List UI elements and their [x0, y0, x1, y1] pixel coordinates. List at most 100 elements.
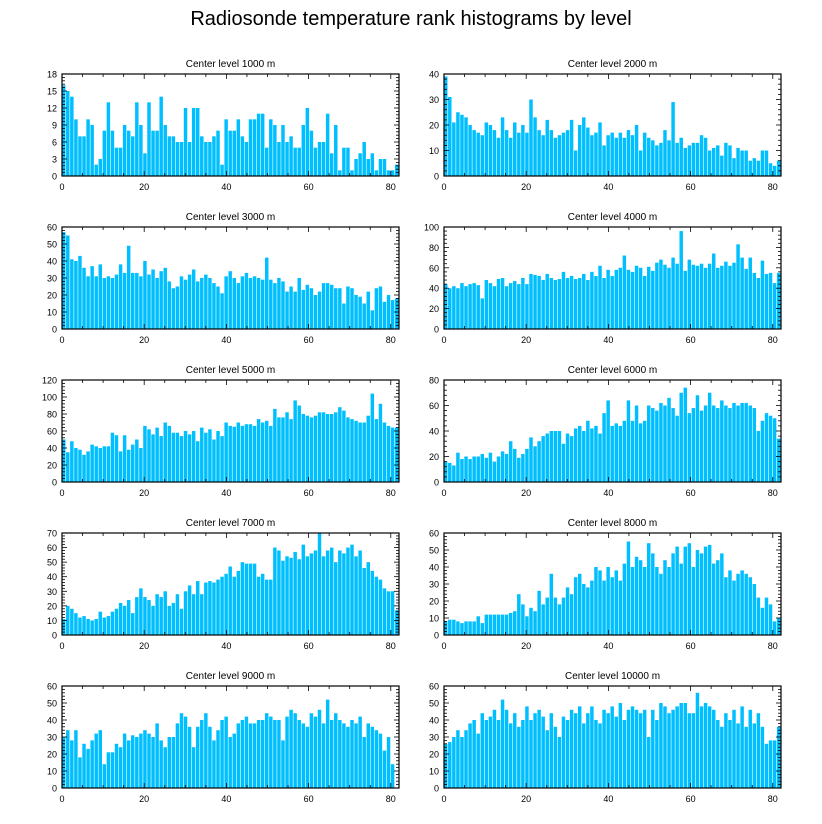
histogram-bar: [630, 567, 635, 635]
histogram-bar: [748, 257, 752, 329]
histogram-bar: [386, 170, 391, 176]
histogram-bar: [212, 582, 216, 635]
histogram-bar: [325, 699, 330, 788]
histogram-bar: [720, 726, 724, 788]
histogram-bar: [720, 553, 724, 635]
histogram-bar: [642, 420, 647, 482]
histogram-bar: [460, 623, 464, 635]
histogram-bar: [370, 726, 375, 788]
histogram-bar: [175, 723, 180, 788]
histogram-bar: [569, 709, 574, 788]
histogram-bar: [460, 459, 464, 482]
y-tick-label: 6: [52, 138, 57, 148]
histogram-bar: [492, 709, 497, 788]
histogram-bar: [293, 147, 297, 176]
panel-title: Center level 3000 m: [186, 212, 276, 223]
histogram-bar: [703, 546, 708, 635]
histogram-bar: [764, 413, 769, 482]
histogram-bar: [285, 556, 289, 635]
y-tick-label: 40: [47, 716, 57, 726]
histogram-bar: [724, 713, 728, 788]
histogram-bar: [634, 709, 639, 788]
histogram-bar: [521, 278, 525, 329]
histogram-bar: [553, 137, 558, 176]
histogram-bar: [195, 281, 200, 329]
histogram-bar: [86, 119, 90, 176]
histogram-bar: [703, 703, 708, 788]
x-tick-label: 80: [768, 335, 778, 345]
histogram-bar: [338, 407, 342, 482]
histogram-panel: Center level 2000 m 0 10 20 30 40 0 20 40 60 80: [429, 59, 782, 192]
histogram-bar: [86, 276, 90, 329]
histogram-bar: [98, 448, 102, 482]
histogram-bar: [269, 716, 273, 788]
histogram-bar: [492, 461, 497, 482]
histogram-bar: [508, 283, 513, 329]
histogram-bar: [695, 692, 700, 788]
histogram-bar: [167, 605, 172, 635]
histogram-bar: [167, 281, 172, 329]
histogram-bar: [204, 432, 208, 482]
histogram-bar: [236, 283, 241, 329]
histogram-bar: [224, 276, 228, 329]
histogram-bar: [66, 452, 70, 482]
y-tick-label: 50: [47, 699, 57, 709]
histogram-bar: [106, 616, 111, 635]
histogram-bar: [66, 730, 70, 788]
histogram-bar: [691, 567, 696, 635]
histogram-bar: [557, 604, 562, 635]
x-tick-label: 60: [304, 641, 314, 651]
histogram-bar: [232, 576, 236, 635]
panel-title: Center level 1000 m: [186, 59, 276, 70]
histogram-bar: [590, 271, 594, 329]
histogram-bar: [139, 276, 143, 329]
histogram-bar: [317, 709, 322, 788]
histogram-bar: [500, 451, 505, 482]
x-tick-label: 40: [221, 335, 231, 345]
histogram-bar: [703, 137, 708, 176]
histogram-bar: [293, 400, 297, 482]
histogram-bar: [82, 454, 86, 482]
histogram-bar: [220, 720, 224, 788]
histogram-bar: [610, 425, 614, 482]
histogram-bar: [74, 119, 78, 176]
histogram-bar: [232, 426, 236, 482]
histogram-bar: [553, 597, 558, 635]
histogram-bar: [240, 562, 245, 635]
histogram-bar: [317, 533, 322, 635]
x-tick-label: 20: [521, 641, 531, 651]
histogram-bar: [269, 579, 273, 635]
histogram-bar: [220, 436, 224, 482]
histogram-bar: [175, 594, 180, 635]
histogram-bar: [707, 263, 712, 329]
histogram-bar: [602, 580, 606, 635]
histogram-bar: [151, 737, 155, 788]
histogram-bar: [699, 263, 704, 329]
histogram-bar: [626, 269, 631, 329]
histogram-bar: [476, 733, 480, 788]
histogram-bar: [667, 567, 671, 635]
histogram-bar: [175, 432, 180, 482]
histogram-bar: [179, 436, 184, 482]
histogram-bar: [561, 271, 566, 329]
histogram-bar: [122, 125, 127, 176]
y-tick-label: 70: [47, 529, 57, 539]
histogram-bar: [378, 733, 383, 788]
histogram-bar: [610, 132, 614, 176]
histogram-bar: [260, 422, 265, 482]
histogram-bar: [118, 451, 123, 482]
histogram-bar: [191, 108, 196, 176]
histogram-bar: [94, 164, 98, 176]
histogram-bar: [260, 573, 265, 635]
histogram-bar: [525, 284, 529, 329]
histogram-bar: [671, 257, 675, 329]
histogram-bar: [614, 269, 618, 329]
histogram-bar: [195, 108, 200, 176]
histogram-bar: [545, 273, 549, 329]
y-tick-label: 80: [47, 410, 57, 420]
histogram-bar: [313, 295, 318, 329]
histogram-bar: [354, 420, 358, 482]
histogram-bar: [220, 576, 224, 635]
histogram-bar: [374, 730, 379, 788]
